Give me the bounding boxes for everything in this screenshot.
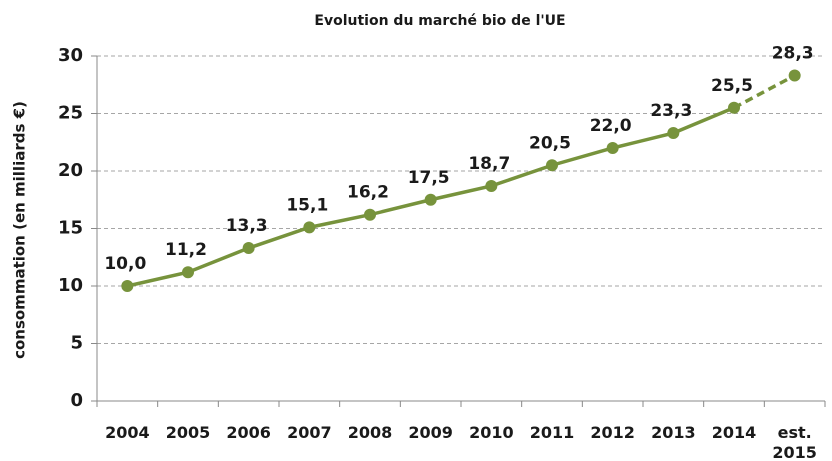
x-tick-label: 2010 bbox=[469, 423, 514, 442]
point bbox=[424, 193, 437, 206]
x-tick-label: 2004 bbox=[105, 423, 150, 442]
value-label: 17,5 bbox=[408, 168, 450, 188]
point bbox=[364, 208, 376, 221]
point bbox=[121, 280, 134, 292]
value-label: 20,5 bbox=[529, 133, 571, 153]
x-tick-label: 2009 bbox=[408, 423, 453, 442]
y-tick-label: 30 bbox=[58, 45, 83, 66]
point bbox=[788, 69, 801, 82]
x-tick-label: 2007 bbox=[287, 423, 332, 442]
point bbox=[485, 179, 498, 192]
y-tick-label: 5 bbox=[70, 333, 83, 354]
value-label: 10,0 bbox=[104, 254, 146, 274]
value-label: 16,2 bbox=[347, 183, 389, 203]
point bbox=[606, 142, 619, 154]
value-label: 13,3 bbox=[226, 216, 268, 236]
value-label: 18,7 bbox=[468, 154, 510, 174]
y-tick-label: 20 bbox=[58, 160, 83, 181]
value-label: 28,3 bbox=[772, 44, 814, 64]
y-tick-label: 10 bbox=[58, 275, 83, 296]
value-label: 25,5 bbox=[711, 76, 753, 96]
chart-title: Evolution du marché bio de l'UE bbox=[314, 13, 565, 29]
x-tick-label: 2011 bbox=[529, 423, 575, 442]
x-tick-label: 2005 bbox=[165, 423, 211, 442]
x-tick-label: est. 2015 bbox=[772, 423, 817, 461]
x-tick-label: 2006 bbox=[226, 423, 271, 442]
y-tick-label: 15 bbox=[58, 218, 83, 239]
y-tick-label: 0 bbox=[70, 390, 83, 411]
point bbox=[667, 127, 680, 140]
line-estimate bbox=[733, 74, 796, 110]
y-tick-label: 25 bbox=[58, 103, 83, 124]
x-tick-label: 2012 bbox=[590, 423, 635, 442]
x-tick-label: 2013 bbox=[651, 423, 696, 442]
x-tick-label: 2008 bbox=[347, 423, 393, 442]
value-label: 15,1 bbox=[286, 195, 328, 215]
point bbox=[546, 159, 558, 172]
x-tick-label: 2014 bbox=[711, 423, 757, 442]
point bbox=[728, 101, 740, 114]
point bbox=[182, 266, 194, 279]
value-label: 22,0 bbox=[590, 116, 632, 136]
value-label: 23,3 bbox=[650, 101, 692, 121]
value-label: 11,2 bbox=[165, 240, 207, 260]
point bbox=[303, 221, 316, 234]
point bbox=[242, 242, 255, 255]
y-axis-title: consommation (en milliards €) bbox=[11, 101, 29, 359]
